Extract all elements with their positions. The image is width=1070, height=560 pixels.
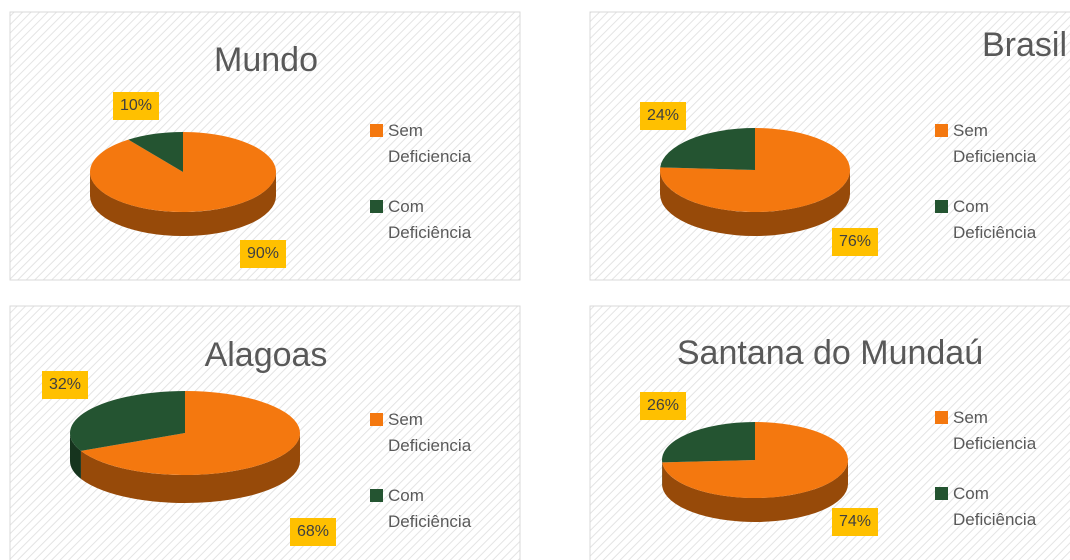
data-label: 90% <box>240 240 286 268</box>
data-label: 68% <box>290 518 336 546</box>
legend-item: Com Deficiência <box>935 194 1060 246</box>
legend-swatch <box>935 487 948 500</box>
data-label: 74% <box>832 508 878 536</box>
legend-item: Com Deficiência <box>370 194 495 246</box>
pie-side <box>70 433 81 479</box>
legend-swatch <box>370 489 383 502</box>
pie-side <box>660 170 850 236</box>
legend-swatch <box>370 124 383 137</box>
chart-title: Mundo <box>214 41 318 79</box>
pie-slice <box>80 391 300 475</box>
pie-slice <box>660 128 755 170</box>
legend-text: Sem Deficiencia <box>953 121 1037 166</box>
data-label: 32% <box>42 371 88 399</box>
legend-swatch <box>935 124 948 137</box>
chart-title: Santana do Mundaú <box>677 334 983 372</box>
legend-swatch <box>935 200 948 213</box>
data-label: 24% <box>640 102 686 130</box>
data-label: 10% <box>113 92 159 120</box>
legend-item: Com Deficiência <box>370 483 495 535</box>
legend-swatch <box>370 413 383 426</box>
pie-slice <box>69 391 185 451</box>
legend-text: Com Deficiência <box>953 197 1037 242</box>
legend-item: Sem Deficiencia <box>935 405 1060 457</box>
pie-slice <box>662 422 755 463</box>
data-label: 76% <box>832 228 878 256</box>
chart-title: Brasil <box>982 26 1067 64</box>
pie-side <box>90 172 276 236</box>
legend-text: Sem Deficiencia <box>953 408 1037 453</box>
legend-item: Sem Deficiencia <box>935 118 1060 170</box>
legend-item: Com Deficiência <box>935 481 1060 533</box>
legend-swatch <box>935 411 948 424</box>
chart-title: Alagoas <box>205 336 328 374</box>
pie-side <box>80 433 300 504</box>
pie-slice <box>89 132 276 212</box>
legend-text: Sem Deficiencia <box>388 410 472 455</box>
legend-item: Sem Deficiencia <box>370 407 495 459</box>
legend-text: Sem Deficiencia <box>388 121 472 166</box>
chart-area <box>589 305 1070 560</box>
data-label: 26% <box>640 392 686 420</box>
legend-text: Com Deficiência <box>388 486 472 531</box>
pie-slice <box>662 422 849 498</box>
legend-text: Com Deficiência <box>953 484 1037 529</box>
pie-slice <box>128 132 183 172</box>
chart-area <box>9 11 521 281</box>
legend-text: Com Deficiência <box>388 197 472 242</box>
legend-item: Sem Deficiencia <box>370 118 495 170</box>
pie-side <box>662 460 848 522</box>
legend-swatch <box>370 200 383 213</box>
